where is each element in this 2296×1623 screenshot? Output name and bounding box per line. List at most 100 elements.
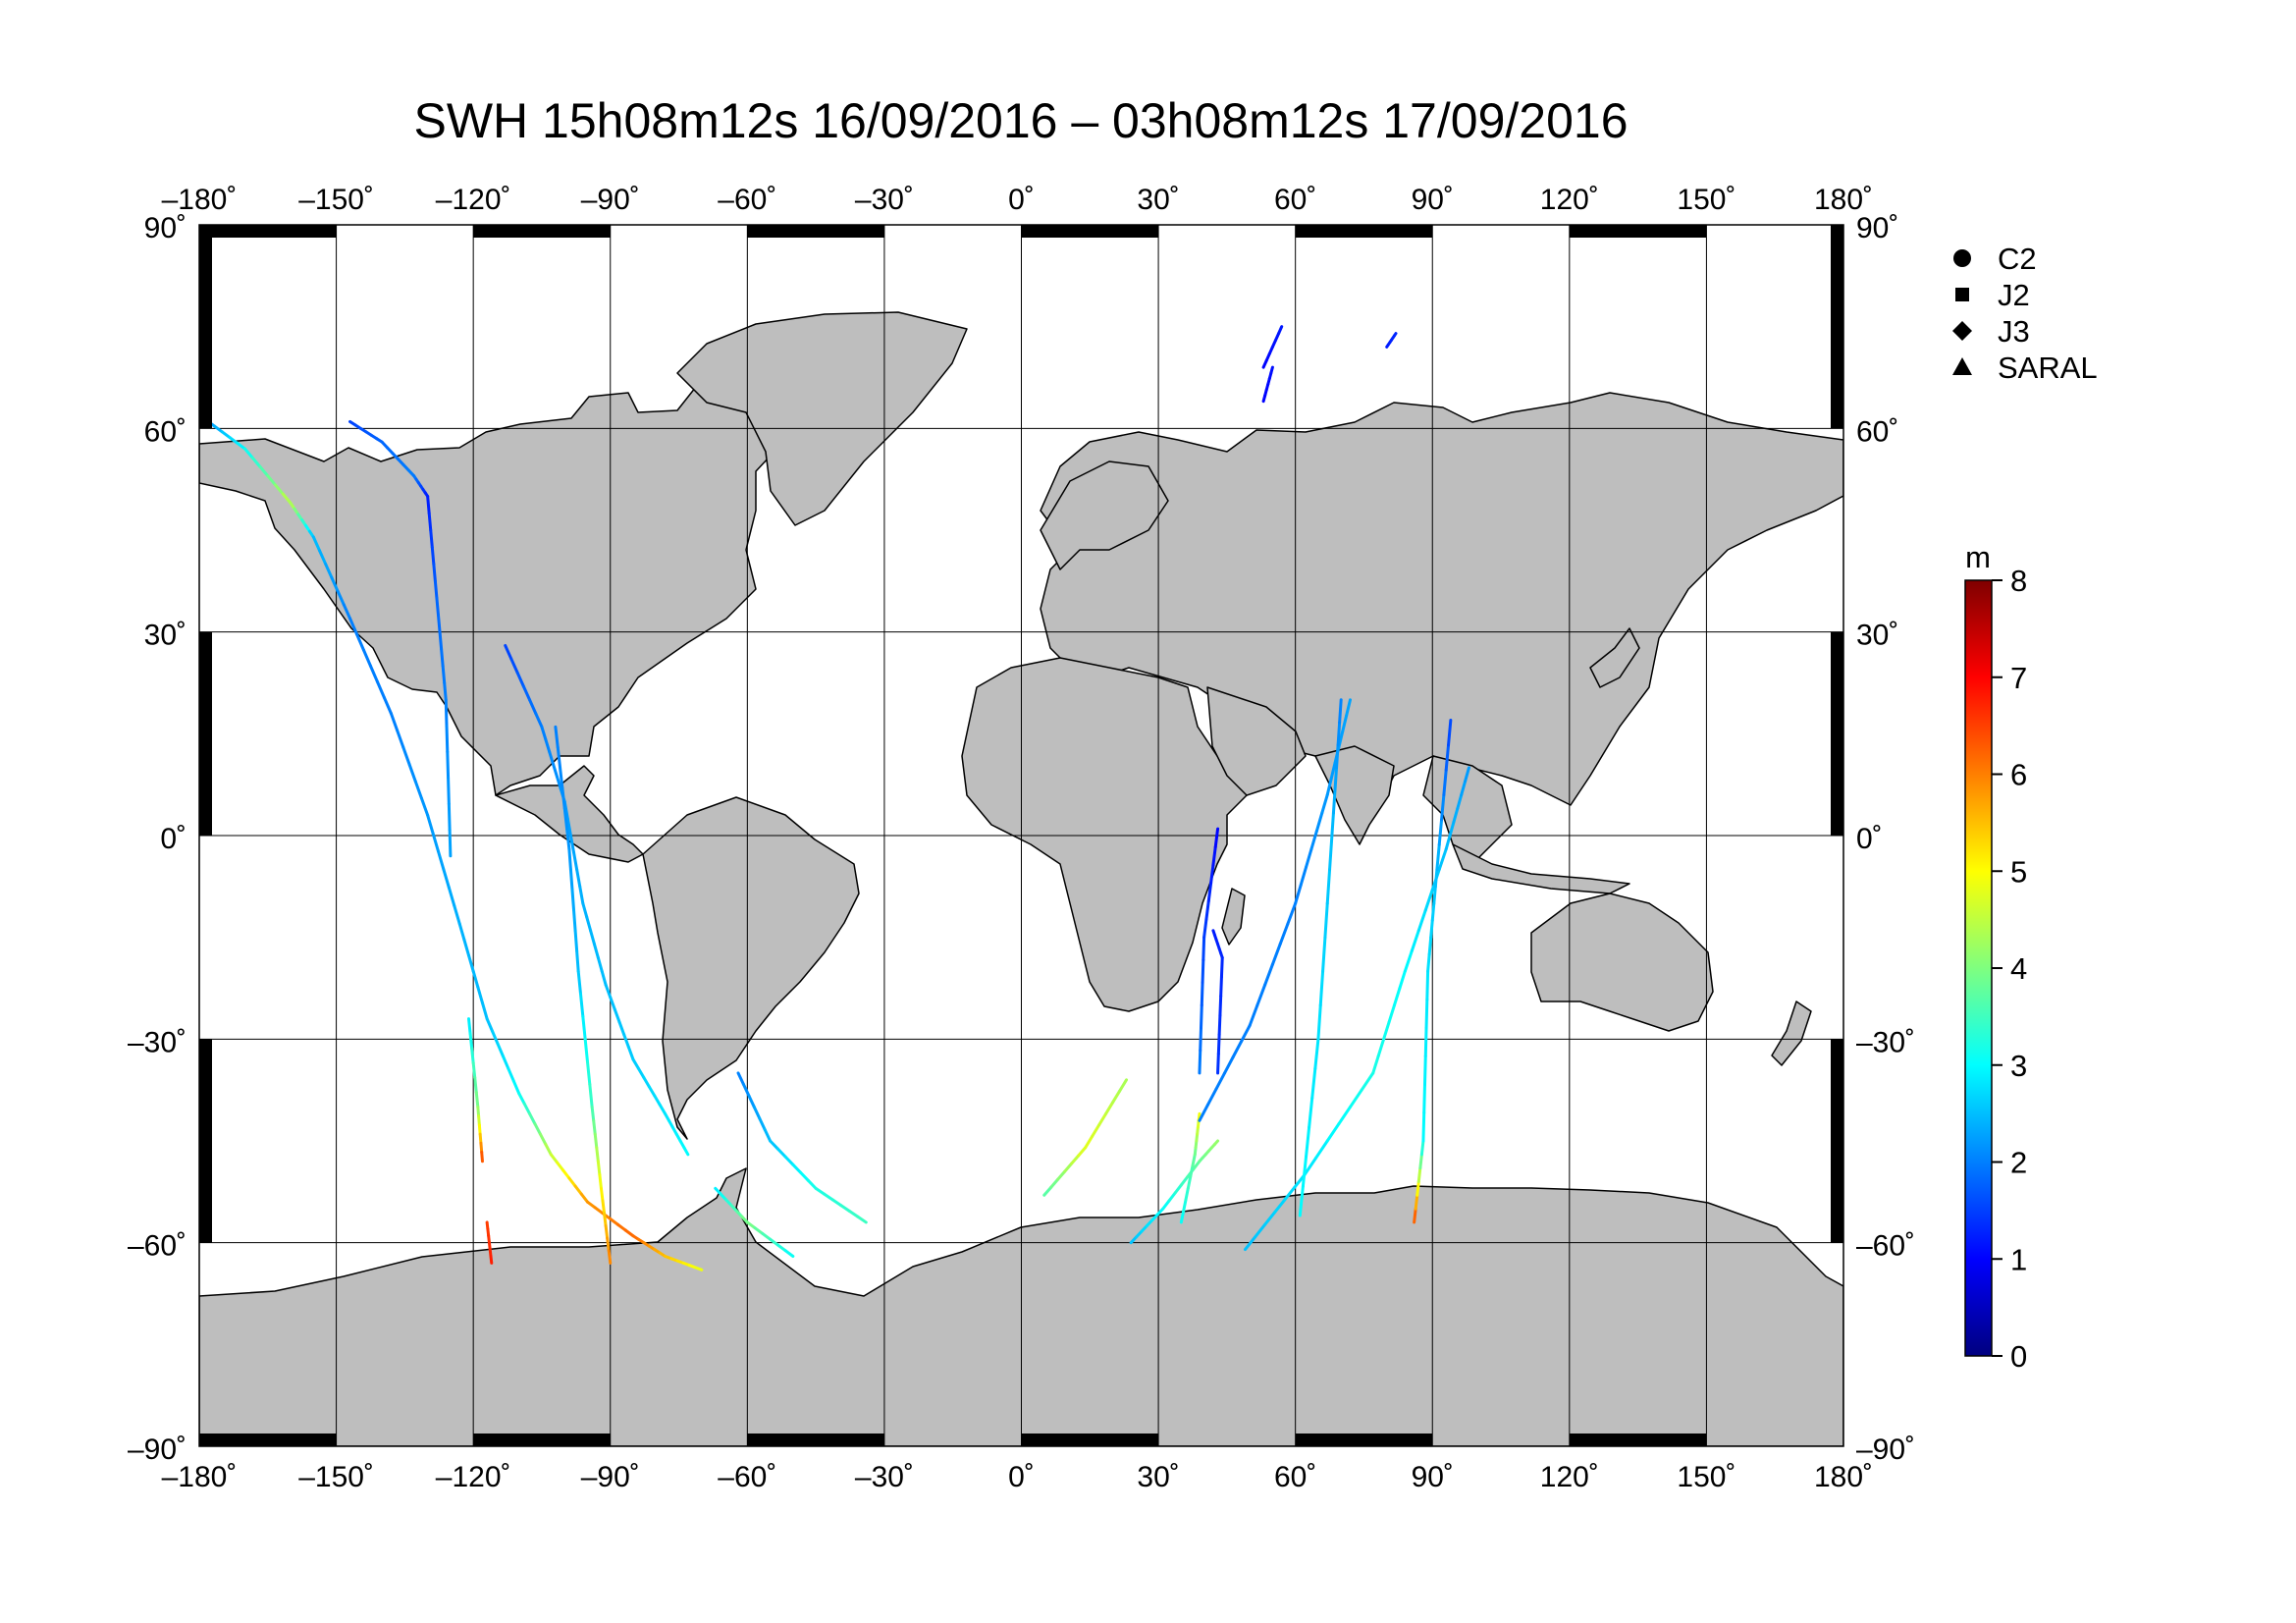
track-segment xyxy=(1278,922,1290,947)
track-segment xyxy=(1219,955,1224,979)
track-segment xyxy=(1314,811,1324,833)
track-segment xyxy=(433,579,439,600)
track-segment xyxy=(274,483,285,496)
track-segment xyxy=(596,1160,602,1177)
track-segment xyxy=(348,617,359,636)
border-bar-top xyxy=(747,225,884,238)
legend-label: SARAL xyxy=(1998,351,2098,385)
track-segment xyxy=(1049,1177,1060,1189)
track-segment xyxy=(1422,1082,1426,1114)
track-segment xyxy=(447,802,452,832)
track-segment xyxy=(1301,1155,1308,1188)
satellite-track xyxy=(1042,1078,1129,1197)
track-segment xyxy=(1328,834,1334,872)
track-segment xyxy=(442,868,451,890)
track-segment xyxy=(647,1085,657,1098)
track-segment xyxy=(1418,1153,1423,1170)
track-segment xyxy=(478,1132,483,1145)
lon-tick-label-top: 30˚ xyxy=(1137,184,1179,216)
track-segment xyxy=(258,464,270,478)
track-segment xyxy=(1200,1003,1203,1030)
track-segment xyxy=(559,766,564,790)
lat-tick-label-left: 90˚ xyxy=(144,212,187,244)
track-segment xyxy=(447,886,456,907)
track-segment xyxy=(1309,829,1318,851)
border-bar-left xyxy=(199,631,212,836)
australia-landmass xyxy=(1530,893,1714,1032)
track-segment xyxy=(473,1075,478,1094)
lat-tick-label-right: 60˚ xyxy=(1856,415,1898,448)
track-segment xyxy=(1442,768,1448,797)
border-bar-top xyxy=(199,225,337,238)
track-segment xyxy=(432,563,437,583)
track-segment xyxy=(528,1111,537,1126)
track-segment xyxy=(501,1055,510,1070)
track-segment xyxy=(593,1132,599,1150)
border-bar-bottom xyxy=(1295,1434,1433,1446)
lon-tick-label-top: 60˚ xyxy=(1274,184,1316,216)
track-segment xyxy=(561,786,566,810)
lat-tick-label-left: 30˚ xyxy=(144,620,187,652)
track-segment xyxy=(585,1059,592,1086)
track-segment xyxy=(823,1192,834,1202)
arabia-landmass xyxy=(1206,686,1307,796)
track-segment xyxy=(438,630,444,651)
colorbar-tick-label: 7 xyxy=(2010,661,2027,695)
border-bar-bottom xyxy=(473,1434,611,1446)
track-segment xyxy=(427,512,433,532)
track-segment xyxy=(496,1042,505,1058)
track-segment xyxy=(570,888,576,912)
track-segment xyxy=(419,796,430,817)
track-segment xyxy=(1056,1169,1067,1181)
track-segment xyxy=(444,698,449,728)
track-segment xyxy=(747,1094,756,1109)
track-segment xyxy=(600,969,608,987)
track-segment xyxy=(1444,834,1452,851)
track-segment xyxy=(220,430,232,440)
track-segment xyxy=(1217,1013,1222,1037)
track-segment xyxy=(572,850,579,872)
graticule xyxy=(199,225,1843,1446)
track-segment xyxy=(1392,332,1398,338)
track-segment xyxy=(1329,761,1337,781)
track-segment xyxy=(1192,1160,1201,1171)
track-segment xyxy=(1255,983,1267,1007)
track-segment xyxy=(1376,1037,1386,1058)
track-segment xyxy=(583,1037,589,1063)
track-segment xyxy=(1419,1139,1425,1157)
satellite-track xyxy=(736,1071,868,1224)
track-segment xyxy=(616,1222,627,1232)
track-segment xyxy=(476,985,484,1004)
track-segment xyxy=(213,424,224,434)
track-segment xyxy=(474,1090,480,1109)
track-segment xyxy=(1444,743,1451,772)
track-segment xyxy=(1263,1211,1277,1226)
track-segment xyxy=(581,1014,587,1041)
track-segment xyxy=(453,903,461,926)
track-segment xyxy=(1448,820,1456,838)
track-segment xyxy=(1452,806,1460,824)
track-segment xyxy=(544,737,552,754)
track-segment xyxy=(753,1226,765,1235)
legend-label: J3 xyxy=(1998,314,2030,349)
track-segment xyxy=(617,1020,626,1037)
track-segment xyxy=(1167,1191,1177,1203)
track-segment xyxy=(562,806,569,831)
map-title: SWH 15h08m12s 16/09/2016 – 03h08m12s 17/… xyxy=(413,93,1628,148)
track-segment xyxy=(1213,827,1220,849)
track-segment xyxy=(1416,1166,1422,1183)
track-segment xyxy=(601,1199,607,1216)
track-segment xyxy=(604,1223,610,1240)
track-segment xyxy=(585,1200,597,1210)
lat-tick-label-left: 60˚ xyxy=(144,415,187,448)
lon-tick-label-top: –150˚ xyxy=(298,184,374,216)
track-segment xyxy=(521,684,532,702)
track-segment xyxy=(1273,1198,1287,1215)
track-segment xyxy=(568,868,574,892)
track-segment xyxy=(389,712,400,732)
lat-tick-label-left: –60˚ xyxy=(128,1230,187,1263)
track-segment xyxy=(576,969,583,996)
track-segment xyxy=(1349,1088,1363,1109)
track-segment xyxy=(736,1071,745,1086)
satellite-track xyxy=(714,1186,795,1258)
